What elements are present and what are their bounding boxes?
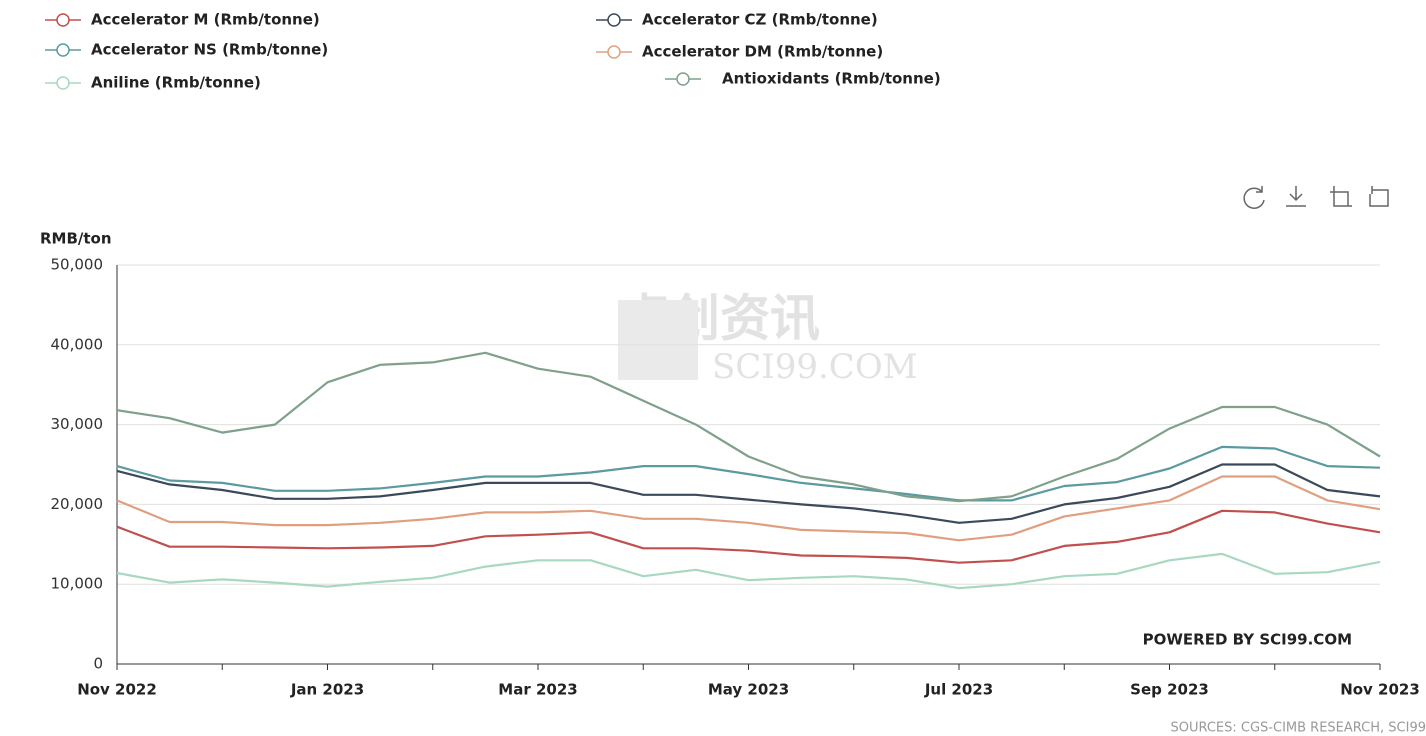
watermark-sub: SCI99.COM (712, 347, 918, 387)
x-tick-label: Nov 2022 (77, 681, 157, 699)
legend-item: Accelerator CZ (Rmb/tonne) (596, 11, 878, 29)
legend-item: Aniline (Rmb/tonne) (45, 74, 261, 92)
legend-marker (607, 13, 621, 27)
source: SOURCES: CGS-CIMB RESEARCH, SCI99 (1170, 721, 1426, 736)
legend-item: Antioxidants (Rmb/tonne) (665, 70, 941, 88)
y-tick-label: 30,000 (51, 415, 104, 433)
download-icon[interactable] (1286, 186, 1306, 207)
legend-item: Accelerator DM (Rmb/tonne) (596, 43, 883, 61)
zoom-icon[interactable] (1369, 186, 1389, 207)
series-line (116, 445, 1381, 502)
legend-marker (56, 13, 70, 27)
legend-marker (56, 76, 70, 90)
x-tick-label: Jan 2023 (290, 681, 364, 699)
x-tick-label: Mar 2023 (498, 681, 577, 699)
legend-label: Accelerator NS (Rmb/tonne) (91, 41, 328, 59)
crop-icon[interactable] (1330, 186, 1352, 207)
y-tick-label: 20,000 (51, 495, 104, 513)
watermark-logo (618, 300, 698, 380)
series-line (116, 552, 1381, 590)
legend-label: Accelerator CZ (Rmb/tonne) (642, 11, 878, 29)
legend-label: Accelerator M (Rmb/tonne) (91, 11, 320, 29)
x-tick-label: Sep 2023 (1130, 681, 1209, 699)
legend-item: Accelerator M (Rmb/tonne) (45, 11, 320, 29)
x-tick-label: Nov 2023 (1340, 681, 1420, 699)
series-line (116, 463, 1381, 524)
legend-label: Aniline (Rmb/tonne) (91, 74, 261, 92)
y-tick-label: 0 (93, 655, 103, 673)
legend-marker (676, 72, 690, 86)
y-axis-label: RMB/ton (40, 230, 112, 248)
toolbar (1243, 186, 1389, 209)
x-tick-label: May 2023 (708, 681, 789, 699)
series-line (116, 509, 1381, 564)
legend-marker (607, 45, 621, 59)
series-line (116, 351, 1381, 503)
legend-marker (56, 43, 70, 57)
x-tick-label: Jul 2023 (924, 681, 993, 699)
legend-item: Accelerator NS (Rmb/tonne) (45, 41, 328, 59)
restore-icon[interactable] (1243, 186, 1265, 209)
credit: POWERED BY SCI99.COM (1143, 631, 1352, 649)
legend-label: Accelerator DM (Rmb/tonne) (642, 43, 883, 61)
y-tick-label: 10,000 (51, 575, 104, 593)
y-tick-label: 50,000 (51, 256, 104, 274)
y-tick-label: 40,000 (51, 335, 104, 353)
legend-label: Antioxidants (Rmb/tonne) (722, 70, 941, 88)
series-line (116, 475, 1381, 542)
